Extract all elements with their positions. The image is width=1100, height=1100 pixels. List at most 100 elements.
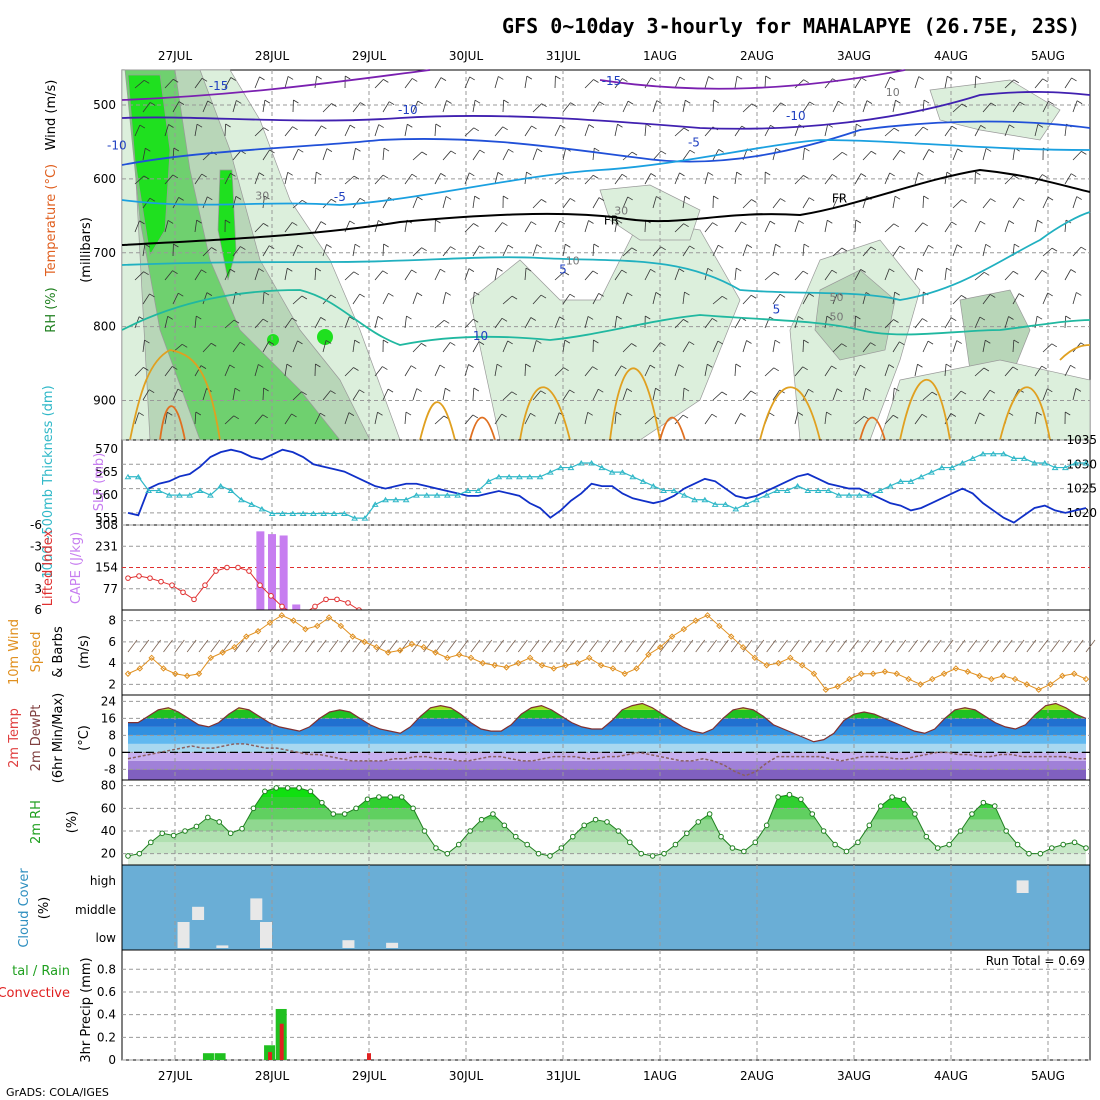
- rh2m-point: [752, 839, 759, 846]
- rh2m-point: [490, 811, 496, 817]
- cloud-block: [260, 922, 272, 948]
- rh2m-point: [934, 845, 941, 851]
- wind-barb-flag: [841, 151, 848, 156]
- wind-barb-flag: [721, 295, 728, 300]
- wind-barb-flag: [178, 292, 184, 297]
- wind-barb: [944, 268, 947, 281]
- temperature-contour: [121, 211, 1091, 301]
- wind-barb: [447, 639, 457, 653]
- wind-barb: [541, 639, 552, 653]
- rh2m-point: [307, 788, 314, 795]
- thickness-point: [361, 515, 369, 521]
- wind-barb-flag: [406, 315, 412, 320]
- wind-barb-flag: [138, 412, 144, 416]
- wind-barb-flag: [353, 271, 359, 276]
- wind-barb-flag: [269, 149, 275, 154]
- rh2m-point: [604, 819, 610, 825]
- wind-barb-flag: [354, 339, 360, 344]
- wind-speed-point: [302, 625, 309, 633]
- wind-barb: [202, 292, 208, 305]
- wind-barb-flag: [798, 220, 804, 224]
- wind-barb: [682, 196, 686, 209]
- wind-barb-flag: [650, 77, 657, 82]
- wind-barb: [210, 639, 221, 653]
- wind-barb-flag: [617, 123, 623, 128]
- wind-barb-flag: [593, 243, 600, 248]
- wind-barb: [434, 269, 441, 281]
- temperature-contour-label: -15: [602, 74, 622, 88]
- top-date-label: 1AUG: [643, 49, 677, 63]
- thickness-point: [680, 492, 688, 498]
- wind-barb: [1072, 151, 1082, 161]
- wind-barb: [262, 245, 270, 257]
- pressure-tick-label: 500: [93, 98, 116, 112]
- thickness-point: [279, 510, 286, 517]
- wind-barb-flag: [889, 172, 895, 177]
- wind-barb: [172, 101, 180, 113]
- wind-barb: [955, 639, 966, 653]
- lifted-index-point: [191, 596, 197, 603]
- wind-barb-flag: [683, 387, 690, 392]
- wind-barb: [584, 412, 589, 425]
- wind-speed-point: [1047, 681, 1054, 688]
- wind-barb: [374, 124, 380, 137]
- wind-barb: [772, 244, 776, 257]
- wind-barb: [730, 639, 741, 653]
- wind-barb: [704, 222, 713, 233]
- wind-barb: [824, 316, 828, 329]
- rh2m-point: [512, 833, 519, 840]
- wind-barb: [292, 295, 303, 305]
- wind-barb: [622, 196, 629, 209]
- rh2m-point: [376, 794, 382, 800]
- wind-barb: [562, 198, 571, 209]
- wind-barb: [314, 317, 321, 329]
- thickness-point: [505, 473, 513, 480]
- wind-barb-flag: [206, 292, 213, 296]
- wind-speed-point: [526, 654, 534, 662]
- wind-barb: [772, 294, 781, 305]
- wind-barb-flag: [382, 174, 389, 179]
- thickness-point: [701, 496, 709, 503]
- wind-barb-flag: [565, 243, 571, 248]
- wind-barb: [284, 268, 288, 281]
- rh2m-point: [535, 850, 542, 857]
- wind-speed-point: [1023, 681, 1031, 688]
- wind-barb: [707, 639, 717, 653]
- wind-barb: [892, 100, 896, 113]
- wind-barb: [232, 342, 241, 353]
- wind-barb: [412, 247, 422, 257]
- wind-barb-flag: [388, 101, 395, 106]
- lifted-index-point: [169, 582, 175, 589]
- wind-barb: [892, 196, 896, 209]
- lifted-index-point: [279, 603, 285, 610]
- temp-band: [128, 743, 1086, 753]
- wind-barb: [742, 294, 752, 305]
- wind-barb: [671, 639, 682, 653]
- wind-barb-flag: [1042, 78, 1048, 83]
- wind-barb-flag: [808, 293, 815, 297]
- bottom-date-label: 1AUG: [643, 1069, 677, 1083]
- wind-barb: [434, 319, 445, 329]
- thickness-point: [670, 487, 678, 494]
- wind-barb-flag: [511, 295, 518, 300]
- thickness-point: [546, 469, 554, 475]
- rh2m-point: [1003, 828, 1009, 834]
- wind-barb: [914, 414, 923, 425]
- wind-barb: [502, 295, 513, 305]
- wind-barb-flag: [1013, 175, 1019, 179]
- wind-barb: [524, 268, 527, 281]
- wind-barb: [502, 244, 509, 257]
- thickness-point: [928, 469, 935, 475]
- upper-air-wind-barbs: [134, 75, 1087, 425]
- wind-barb: [974, 316, 981, 329]
- wind-barb-flag: [803, 339, 809, 344]
- wind-barb-flag: [536, 340, 542, 344]
- wind-barb: [506, 639, 516, 653]
- wind-barb: [352, 389, 360, 401]
- rh2m-point: [592, 816, 599, 823]
- bottom-date-label: 4AUG: [934, 1069, 968, 1083]
- wind-barb-flag: [645, 315, 651, 320]
- wind-barb: [254, 364, 259, 377]
- wind-barb-flag: [598, 293, 604, 297]
- wind-barb: [142, 340, 145, 353]
